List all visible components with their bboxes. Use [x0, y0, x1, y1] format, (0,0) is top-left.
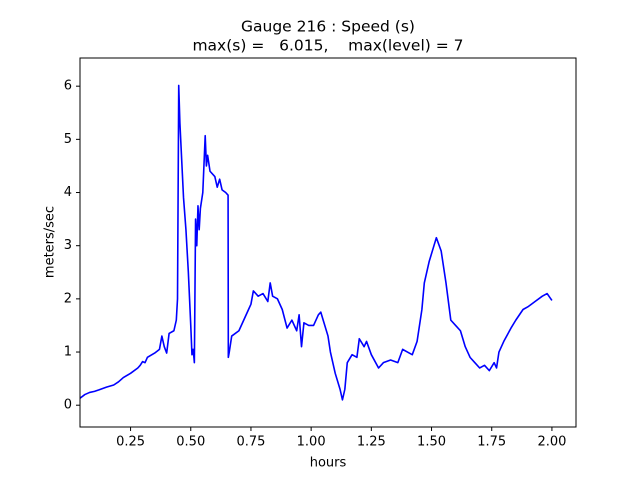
- y-tick-label: 3: [64, 238, 72, 253]
- y-tick-label: 4: [64, 185, 72, 200]
- x-tick-label: 1.50: [417, 435, 446, 450]
- y-tick-label: 6: [64, 79, 72, 94]
- chart-title: Gauge 216 : Speed (s): [241, 18, 415, 36]
- chart-subtitle: max(s) = 6.015, max(level) = 7: [192, 37, 463, 55]
- x-axis-label: hours: [310, 456, 347, 471]
- y-tick-label: 2: [64, 291, 72, 306]
- x-tick-label: 0.50: [176, 435, 205, 450]
- y-axis-label: meters/sec: [43, 206, 58, 278]
- y-tick-label: 0: [64, 398, 72, 413]
- x-tick-label: 0.75: [236, 435, 265, 450]
- x-tick-label: 1.75: [477, 435, 506, 450]
- x-tick-label: 2.00: [537, 435, 566, 450]
- y-tick-label: 5: [64, 132, 72, 147]
- x-tick-label: 1.00: [297, 435, 326, 450]
- plot-frame: [79, 57, 577, 428]
- x-tick-label: 0.25: [116, 435, 145, 450]
- x-tick-label: 1.25: [357, 435, 386, 450]
- data-line: [80, 84, 553, 401]
- y-tick-label: 1: [64, 345, 72, 360]
